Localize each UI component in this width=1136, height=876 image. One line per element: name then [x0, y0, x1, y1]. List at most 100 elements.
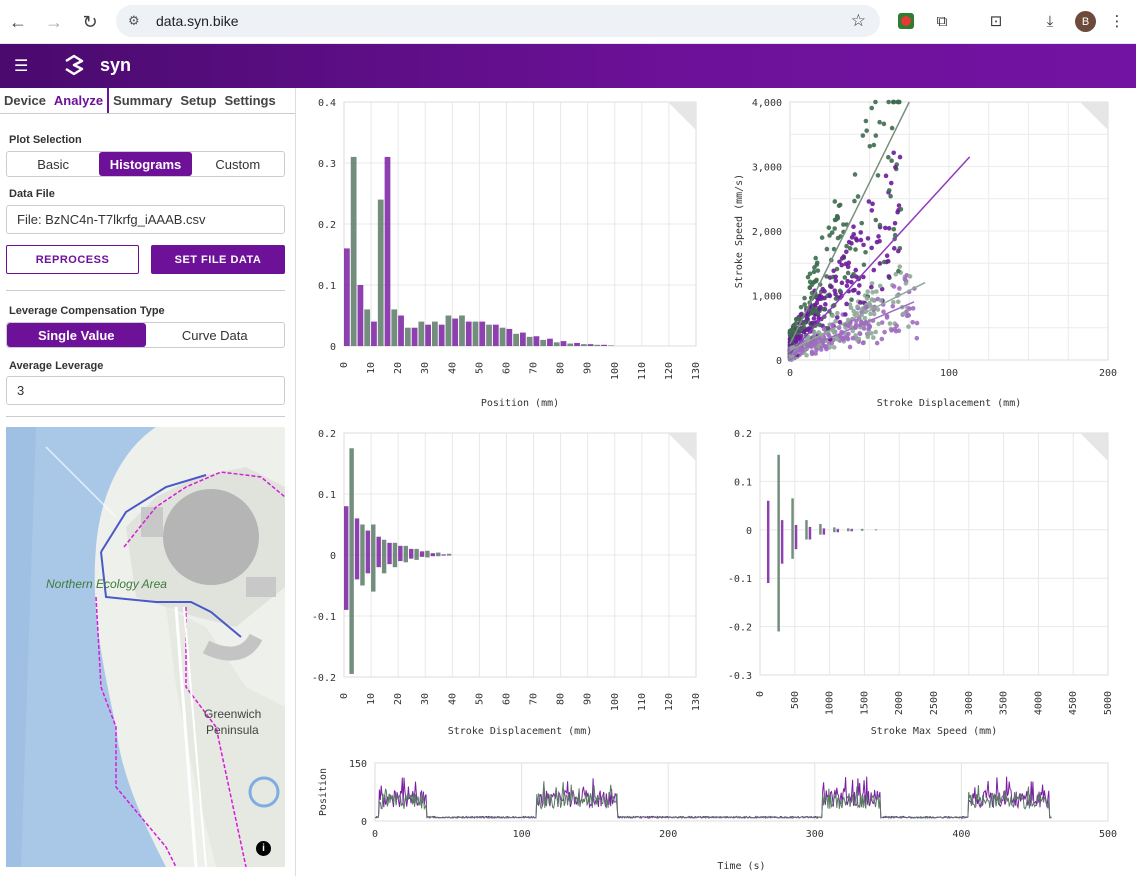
- chart-canvas: 0 10 20 30 40 50 60 70 80 90 100 110 120 130 0.2 0.1 0 -0…: [312, 429, 700, 737]
- browser-toolbar: ← → ↻ ⚙ data.syn.bike ☆ ⧉ ⊡ ⤓ B ⋮: [0, 0, 1136, 44]
- scatter-point: [854, 238, 860, 243]
- bar-rear: [377, 199, 384, 346]
- scatter-point: [805, 274, 811, 280]
- x-tick-label: 100: [610, 362, 621, 380]
- scatter-point: [839, 280, 845, 286]
- x-tick-label: 1500: [859, 691, 870, 715]
- chart-corner-mark: [1080, 102, 1108, 130]
- bar-front: [479, 321, 486, 346]
- x-tick-label: 100: [610, 693, 621, 711]
- site-settings-icon[interactable]: ⚙: [128, 13, 140, 28]
- scatter-point: [881, 259, 887, 265]
- scatter-point: [866, 327, 871, 332]
- bar-rear: [418, 321, 425, 346]
- plot-option-basic[interactable]: Basic: [37, 156, 70, 172]
- scatter-point: [820, 286, 826, 292]
- average-leverage-input[interactable]: 3: [6, 376, 285, 405]
- scatter-point: [844, 243, 849, 249]
- scatter-point: [837, 259, 842, 265]
- bar-rear: [403, 545, 408, 555]
- x-tick-label: 30: [420, 362, 431, 374]
- tab-analyze[interactable]: Analyze: [50, 88, 110, 113]
- scatter-point: [814, 260, 820, 266]
- scatter-point: [874, 340, 880, 346]
- scatter-point: [832, 226, 837, 231]
- reprocess-button[interactable]: REPROCESS: [6, 245, 139, 274]
- more-menu-icon[interactable]: ⋮: [1109, 13, 1125, 30]
- bar-rear: [833, 529, 836, 533]
- bar-rear: [381, 539, 387, 555]
- leverage-option-curve[interactable]: Curve Data: [181, 327, 248, 343]
- scatter-point: [889, 125, 895, 131]
- bar-rear: [791, 498, 794, 530]
- scatter-point: [827, 233, 832, 238]
- bookmark-star-icon[interactable]: ☆: [850, 11, 866, 30]
- x-axis-title: Stroke Displacement (mm): [877, 398, 1022, 409]
- scatter-point: [891, 226, 897, 232]
- tab-device[interactable]: Device: [4, 93, 46, 108]
- scatter-point: [857, 283, 862, 288]
- bar-rear: [436, 552, 441, 555]
- scatter-point: [813, 351, 818, 356]
- route-map[interactable]: Northern Ecology Area Greenwich Peninsul…: [6, 427, 285, 867]
- scatter-point: [906, 313, 912, 318]
- scatter-point: [850, 328, 856, 334]
- x-tick-label: 0: [339, 693, 350, 699]
- bar-rear: [403, 555, 408, 563]
- set-file-data-button[interactable]: SET FILE DATA: [151, 245, 285, 274]
- bar-rear: [349, 555, 354, 674]
- reload-icon[interactable]: ↻: [82, 11, 98, 32]
- scatter-point: [851, 224, 856, 230]
- plot-option-histograms[interactable]: Histograms: [99, 152, 192, 176]
- address-bar[interactable]: ⚙ data.syn.bike ☆: [116, 5, 880, 37]
- tab-setup[interactable]: Setup: [180, 93, 217, 108]
- menu-icon[interactable]: ☰: [14, 58, 29, 75]
- y-tick-label: 0.2: [318, 429, 336, 440]
- x-tick-label: 20: [393, 693, 404, 705]
- scatter-point: [896, 268, 901, 274]
- scatter-point: [877, 222, 883, 228]
- bar-front: [354, 555, 360, 580]
- scatter-point: [845, 278, 850, 284]
- scatter-point: [849, 241, 854, 246]
- bar-rear: [371, 524, 376, 555]
- cast-search-icon[interactable]: ⊡: [989, 13, 1003, 30]
- bar-rear: [553, 342, 560, 346]
- scatter-point: [832, 199, 838, 204]
- profile-avatar[interactable]: B: [1075, 11, 1096, 32]
- forward-arrow-icon[interactable]: →: [45, 11, 63, 32]
- scatter-point: [817, 336, 823, 341]
- scatter-point: [855, 194, 861, 199]
- scatter-point: [853, 318, 859, 324]
- info-icon[interactable]: i: [256, 841, 271, 856]
- scatter-point: [877, 119, 882, 125]
- x-axis-title: Stroke Displacement (mm): [448, 726, 593, 737]
- scatter-point: [852, 172, 858, 177]
- scatter-point: [906, 324, 911, 329]
- back-arrow-icon[interactable]: ←: [9, 11, 27, 32]
- x-tick-label: 90: [583, 362, 594, 374]
- tab-settings[interactable]: Settings: [224, 93, 276, 108]
- scatter-point: [861, 242, 866, 248]
- scatter-point: [794, 316, 799, 322]
- x-tick-label: 2000: [894, 691, 905, 715]
- download-icon[interactable]: ⤓: [1046, 12, 1054, 30]
- bar-front: [520, 332, 526, 346]
- scatter-point: [853, 267, 859, 273]
- x-tick-label: 60: [501, 362, 512, 374]
- scatter-point: [831, 345, 837, 350]
- scatter-point: [837, 288, 843, 294]
- plot-option-custom[interactable]: Custom: [215, 156, 261, 172]
- extension-record-icon[interactable]: [893, 8, 919, 34]
- bar-front: [365, 555, 371, 574]
- scatter-point: [876, 321, 881, 327]
- data-file-field[interactable]: File: BzNC4n-T7lkrfg_iAAAB.csv: [6, 205, 285, 234]
- x-tick-label: 60: [501, 693, 512, 705]
- leverage-option-single[interactable]: Single Value: [7, 323, 146, 347]
- scatter-point: [896, 203, 902, 208]
- scatter-point: [832, 288, 838, 293]
- y-axis-title: Position: [318, 768, 329, 816]
- tab-summary[interactable]: Summary: [113, 93, 173, 108]
- extensions-puzzle-icon[interactable]: ⧉: [936, 12, 948, 30]
- x-axis-title: Position (mm): [481, 398, 559, 409]
